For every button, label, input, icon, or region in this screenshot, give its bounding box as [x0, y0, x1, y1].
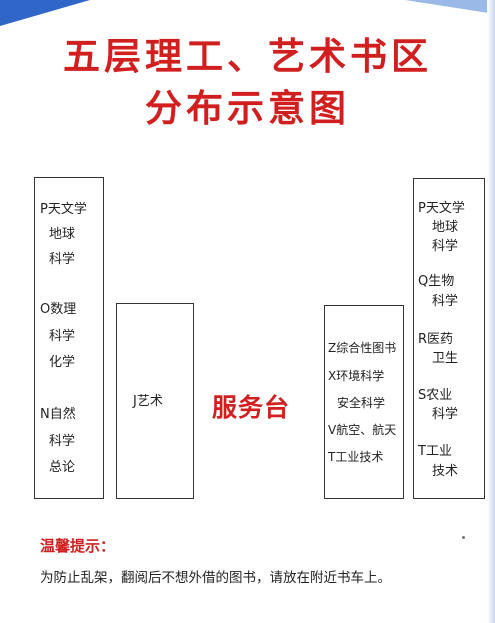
tip-text: 为防止乱架，翻阅后不想外借的图书，请放在附近书车上。 [40, 570, 391, 586]
service-desk: 服务台 [212, 393, 291, 422]
shelf-right-q-line2: 科学 [432, 294, 459, 309]
corner-decoration-right [405, 0, 495, 14]
shelf-left-o-line3: 化学 [49, 355, 76, 370]
shelf-z-line5: T工业技术 [328, 450, 384, 464]
shelf-left-p-line3: 科学 [49, 252, 76, 267]
shelf-z [324, 305, 404, 499]
tip-title: 温馨提示： [40, 537, 116, 555]
shelf-z-line1: Z综合性图书 [328, 341, 397, 355]
shelf-right-s-code: S农业 [418, 388, 453, 403]
shelf-right-r-code: R医药 [418, 332, 454, 347]
shelf-z-line3: 安全科学 [337, 396, 386, 410]
shelf-j-label: J艺术 [133, 394, 163, 409]
title-line-1: 五层理工、艺术书区 [63, 34, 432, 78]
shelf-left-p-code: P天文学 [40, 202, 87, 217]
title-line-2: 分布示意图 [145, 86, 350, 130]
shelf-left-n-line2: 科学 [49, 434, 76, 449]
shelf-left-n-code: N自然 [40, 407, 76, 422]
shelf-right-r-line2: 卫生 [432, 351, 459, 366]
shelf-right-p-line2: 地球 [432, 220, 459, 235]
shelf-right-p-code: P天文学 [418, 201, 465, 216]
shelf-z-line2: X环境科学 [328, 369, 385, 383]
dust-speck [462, 536, 465, 539]
shelf-right-s-line2: 科学 [432, 407, 459, 422]
shelf-j-art [116, 303, 194, 499]
corner-decoration-left [0, 0, 90, 26]
shelf-right-q-code: Q生物 [418, 274, 455, 289]
right-edge-shadow [487, 0, 495, 623]
shelf-left-o-line2: 科学 [49, 329, 76, 344]
shelf-right-t-code: T工业 [418, 444, 452, 459]
shelf-right [413, 178, 485, 499]
shelf-z-line4: V航空、航天 [328, 423, 397, 437]
shelf-left-o-code: O数理 [40, 302, 77, 317]
shelf-right-p-line3: 科学 [432, 239, 459, 254]
shelf-left [34, 177, 104, 499]
shelf-left-n-line3: 总论 [49, 460, 76, 475]
shelf-left-p-line2: 地球 [49, 227, 76, 242]
shelf-right-t-line2: 技术 [432, 464, 459, 479]
